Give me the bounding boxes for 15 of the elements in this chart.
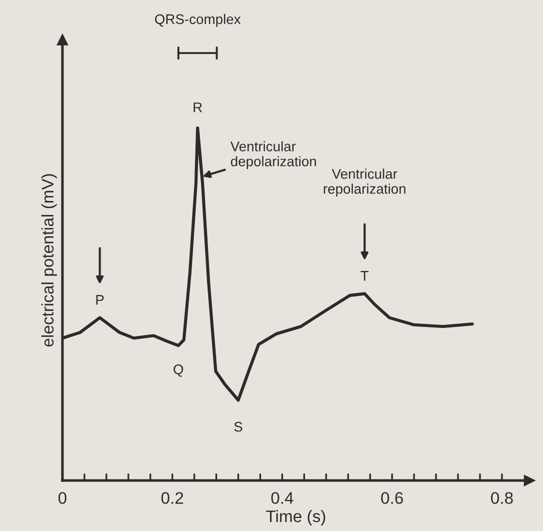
annotation: T [360, 271, 369, 281]
x-tick-label: 0.2 [161, 492, 184, 504]
x-tick-label: 0.8 [491, 492, 513, 504]
x-tick-label: 0.6 [381, 492, 403, 504]
annotation: Ventricular repolarization [324, 168, 406, 197]
x-tick-label: 0 [58, 492, 66, 504]
y-axis-title: electrical potential (mV) [41, 174, 57, 347]
x-tick-label: 0.4 [271, 492, 294, 504]
annotation: S [234, 422, 242, 432]
annotation: P [96, 295, 104, 305]
annotation: Ventricular depolarization [230, 141, 316, 170]
annotation: R [194, 102, 202, 112]
text: QRS-complex [155, 14, 241, 27]
x-axis-title: Time (s) [266, 510, 326, 526]
annotation: Q [174, 364, 184, 377]
